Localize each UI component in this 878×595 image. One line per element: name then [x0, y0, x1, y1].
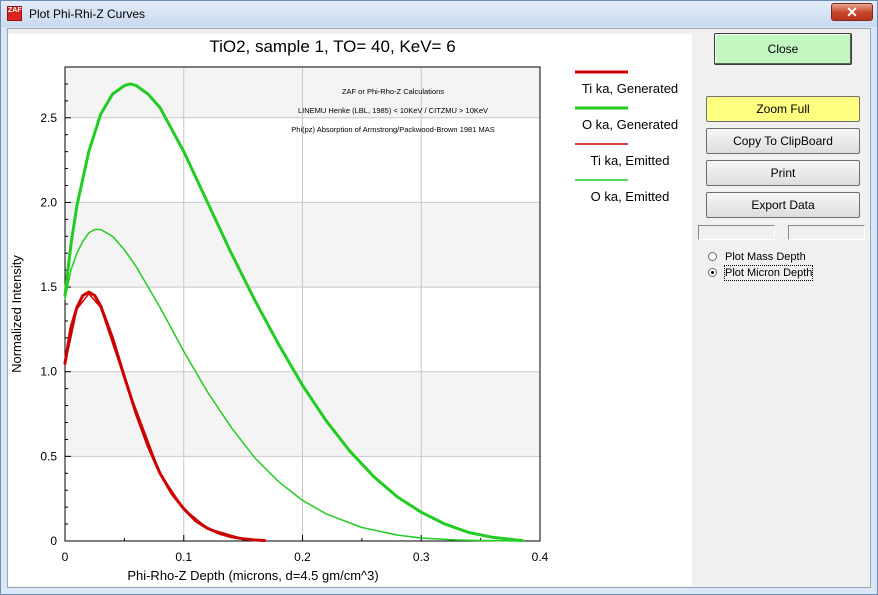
- legend-label: Ti ka, Generated: [582, 81, 678, 96]
- app-icon-label: ZAF: [8, 7, 22, 14]
- y-axis-label: Normalized Intensity: [9, 255, 24, 373]
- radio-selected-icon: [708, 268, 717, 277]
- zoom-full-button[interactable]: Zoom Full: [706, 96, 860, 122]
- y-tick-label: 1.0: [40, 365, 57, 379]
- chart-title: TiO2, sample 1, TO= 40, KeV= 6: [209, 37, 455, 56]
- window-title: Plot Phi-Rhi-Z Curves: [29, 7, 146, 21]
- x-tick-label: 0.4: [532, 550, 549, 564]
- series-line: [63, 82, 524, 542]
- y-tick-label: 2.5: [40, 111, 57, 125]
- phi-rho-z-chart: 0 0.1 0.2 0.3 0.4 0 0.5 1.0 1.5 2.0 2.5 TiO2, sampl…: [9, 37, 678, 583]
- plot-panel: 0 0.1 0.2 0.3 0.4 0 0.5 1.0 1.5 2.0 2.5 TiO2, sampl…: [8, 34, 692, 586]
- chart-annotation: Phi(pz) Absorption of Armstrong/Packwood…: [291, 125, 494, 134]
- legend-label: Ti ka, Emitted: [591, 153, 670, 168]
- close-button[interactable]: Close: [714, 33, 852, 65]
- chart-annotation: ZAF or Phi-Rho-Z Calculations: [342, 87, 444, 96]
- legend-label: O ka, Emitted: [591, 189, 670, 204]
- x-tick-label: 0: [62, 550, 69, 564]
- x-tick-label: 0.2: [294, 550, 311, 564]
- readout-field-2: [788, 225, 865, 240]
- radio-unselected-icon: [708, 252, 717, 261]
- x-tick-label: 0.1: [175, 550, 192, 564]
- zaf-app-icon[interactable]: ZAF: [7, 6, 22, 21]
- print-button[interactable]: Print: [706, 160, 860, 186]
- y-tick-label: 0.5: [40, 449, 57, 463]
- y-tick-label: 0: [50, 534, 57, 548]
- plot-mass-depth-label: Plot Mass Depth: [725, 251, 806, 263]
- chart-annotation: LINEMU Henke (LBL, 1985) < 10KeV / CITZM…: [298, 106, 488, 115]
- export-data-button[interactable]: Export Data: [706, 192, 860, 218]
- plot-micron-depth-label: Plot Micron Depth: [723, 265, 814, 281]
- window-close-button[interactable]: ✕: [831, 3, 873, 21]
- copy-to-clipboard-button[interactable]: Copy To ClipBoard: [706, 128, 860, 154]
- series-line: [64, 228, 523, 542]
- x-axis-label: Phi-Rho-Z Depth (microns, d=4.5 gm/cm^3): [127, 568, 378, 583]
- readout-field-1: [698, 225, 775, 240]
- y-tick-label: 1.5: [40, 280, 57, 294]
- x-tick-label: 0.3: [413, 550, 430, 564]
- y-tick-label: 2.0: [40, 195, 57, 209]
- series-line: [64, 293, 266, 542]
- legend-label: O ka, Generated: [582, 117, 678, 132]
- title-bar[interactable]: ZAF Plot Phi-Rhi-Z Curves ✕: [1, 1, 877, 27]
- series-line: [63, 290, 266, 542]
